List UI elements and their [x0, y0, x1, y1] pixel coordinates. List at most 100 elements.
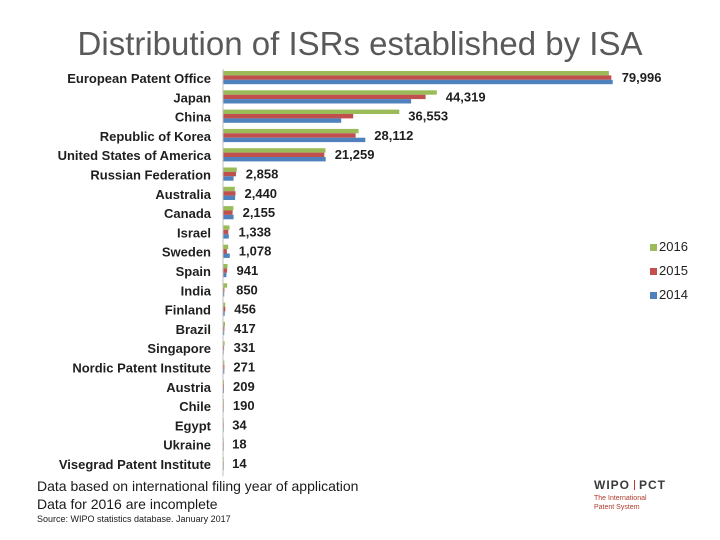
legend-swatch-2016: [650, 244, 657, 251]
logo-pct-text: PCT: [639, 478, 666, 492]
source-note: Source: WIPO statistics database. Januar…: [37, 514, 231, 524]
category-label-japan: Japan: [173, 90, 211, 105]
logo-divider: [634, 480, 635, 490]
bar-european-patent-office-2015: [223, 75, 612, 80]
data-label-nordic-patent-institute: 271: [233, 360, 255, 375]
data-label-canada: 2,155: [243, 205, 276, 220]
bar-israel-2016: [223, 225, 230, 230]
bar-united-states-of-america-2015: [223, 152, 325, 157]
category-label-european-patent-office: European Patent Office: [67, 71, 211, 86]
category-label-china: China: [175, 110, 212, 125]
bar-united-states-of-america-2016: [223, 148, 326, 153]
bar-australia-2014: [223, 195, 236, 200]
logo-tagline-line-2: Patent System: [594, 504, 640, 511]
bar-canada-2014: [223, 214, 234, 220]
data-label-united-states-of-america: 21,259: [335, 147, 375, 162]
bar-sweden-2015: [223, 249, 227, 254]
logo-wipo-text: WIPO: [594, 478, 630, 492]
bar-finland-2016: [223, 302, 226, 307]
bar-spain-2016: [223, 264, 228, 269]
data-label-spain: 941: [237, 263, 259, 278]
category-label-egypt: Egypt: [175, 418, 212, 433]
bar-brazil-2014: [223, 330, 225, 336]
bar-australia-2015: [223, 191, 236, 196]
bar-canada-2015: [223, 210, 233, 215]
bar-brazil-2015: [223, 326, 225, 331]
bar-russian-federation-2014: [223, 176, 234, 181]
legend-label-2014: 2014: [659, 287, 688, 302]
legend-swatch-2015: [650, 268, 657, 275]
bar-european-patent-office-2014: [223, 79, 613, 85]
category-label-finland: Finland: [165, 303, 211, 318]
slide-title: Distribution of ISRs established by ISA: [77, 25, 643, 62]
bar-japan-2014: [223, 99, 412, 104]
bar-china-2014: [223, 118, 342, 123]
bar-russian-federation-2015: [223, 171, 236, 177]
category-label-austria: Austria: [166, 380, 212, 395]
logo-wordmark: WIPO PCT: [594, 478, 704, 492]
bar-sweden-2016: [223, 244, 229, 250]
category-label-sweden: Sweden: [162, 245, 211, 260]
data-label-china: 36,553: [408, 109, 448, 124]
bar-finland-2015: [223, 307, 226, 312]
bar-china-2015: [223, 114, 354, 119]
data-label-egypt: 34: [232, 417, 247, 432]
bar-australia-2016: [223, 186, 235, 192]
bar-republic-of-korea-2014: [223, 137, 366, 143]
data-label-finland: 456: [234, 302, 256, 317]
bar-brazil-2016: [223, 321, 225, 327]
legend-label-2016: 2016: [659, 239, 688, 254]
bar-republic-of-korea-2015: [223, 133, 356, 138]
data-label-brazil: 417: [234, 321, 256, 336]
category-label-chile: Chile: [179, 399, 211, 414]
category-label-spain: Spain: [176, 264, 211, 279]
legend-swatch-2014: [650, 292, 657, 299]
bar-nordic-patent-institute-2015: [223, 364, 225, 370]
data-label-visegrad-patent-institute: 14: [232, 456, 247, 471]
footnote-filing-year: Data based on international filing year …: [37, 478, 359, 494]
data-label-republic-of-korea: 28,112: [374, 128, 413, 143]
logo-tagline-line-1: The International: [594, 495, 647, 502]
bar-india-2015: [223, 287, 225, 293]
data-label-russian-federation: 2,858: [246, 167, 279, 182]
bar-israel-2015: [223, 229, 229, 235]
category-label-australia: Australia: [155, 187, 211, 202]
wipo-pct-logo: WIPO PCT The International Patent System: [594, 478, 704, 518]
bar-singapore-2016: [223, 341, 225, 346]
bar-nordic-patent-institute-2016: [223, 360, 225, 365]
data-label-australia: 2,440: [245, 186, 278, 201]
category-label-israel: Israel: [177, 225, 211, 240]
category-label-nordic-patent-institute: Nordic Patent Institute: [72, 361, 211, 376]
category-label-russian-federation: Russian Federation: [90, 168, 211, 183]
legend-label-2015: 2015: [659, 263, 688, 278]
data-label-singapore: 331: [234, 340, 256, 355]
bar-canada-2016: [223, 206, 234, 211]
data-label-european-patent-office: 79,996: [622, 70, 662, 85]
category-label-united-states-of-america: United States of America: [58, 148, 212, 163]
bar-russian-federation-2016: [223, 167, 237, 172]
bar-united-states-of-america-2014: [223, 157, 326, 162]
data-label-israel: 1,338: [239, 224, 272, 239]
bar-finland-2014: [223, 311, 225, 316]
category-label-visegrad-patent-institute: Visegrad Patent Institute: [59, 457, 211, 472]
bar-india-2016: [223, 283, 228, 288]
bar-singapore-2015: [223, 345, 225, 350]
bar-nordic-patent-institute-2014: [223, 369, 225, 374]
data-label-india: 850: [236, 282, 258, 297]
footnote-incomplete: Data for 2016 are incomplete: [37, 496, 218, 512]
bar-european-patent-office-2016: [223, 71, 609, 76]
bar-china-2016: [223, 109, 400, 114]
data-label-austria: 209: [233, 379, 255, 394]
data-label-sweden: 1,078: [239, 244, 272, 259]
bar-japan-2015: [223, 94, 426, 100]
category-label-brazil: Brazil: [176, 322, 211, 337]
bar-india-2014: [223, 292, 225, 297]
bar-israel-2014: [223, 234, 229, 239]
category-label-singapore: Singapore: [147, 341, 211, 356]
data-label-chile: 190: [233, 398, 255, 413]
category-label-republic-of-korea: Republic of Korea: [100, 129, 212, 144]
bar-spain-2014: [223, 272, 227, 278]
bar-sweden-2014: [223, 253, 230, 258]
category-label-india: India: [181, 283, 212, 298]
